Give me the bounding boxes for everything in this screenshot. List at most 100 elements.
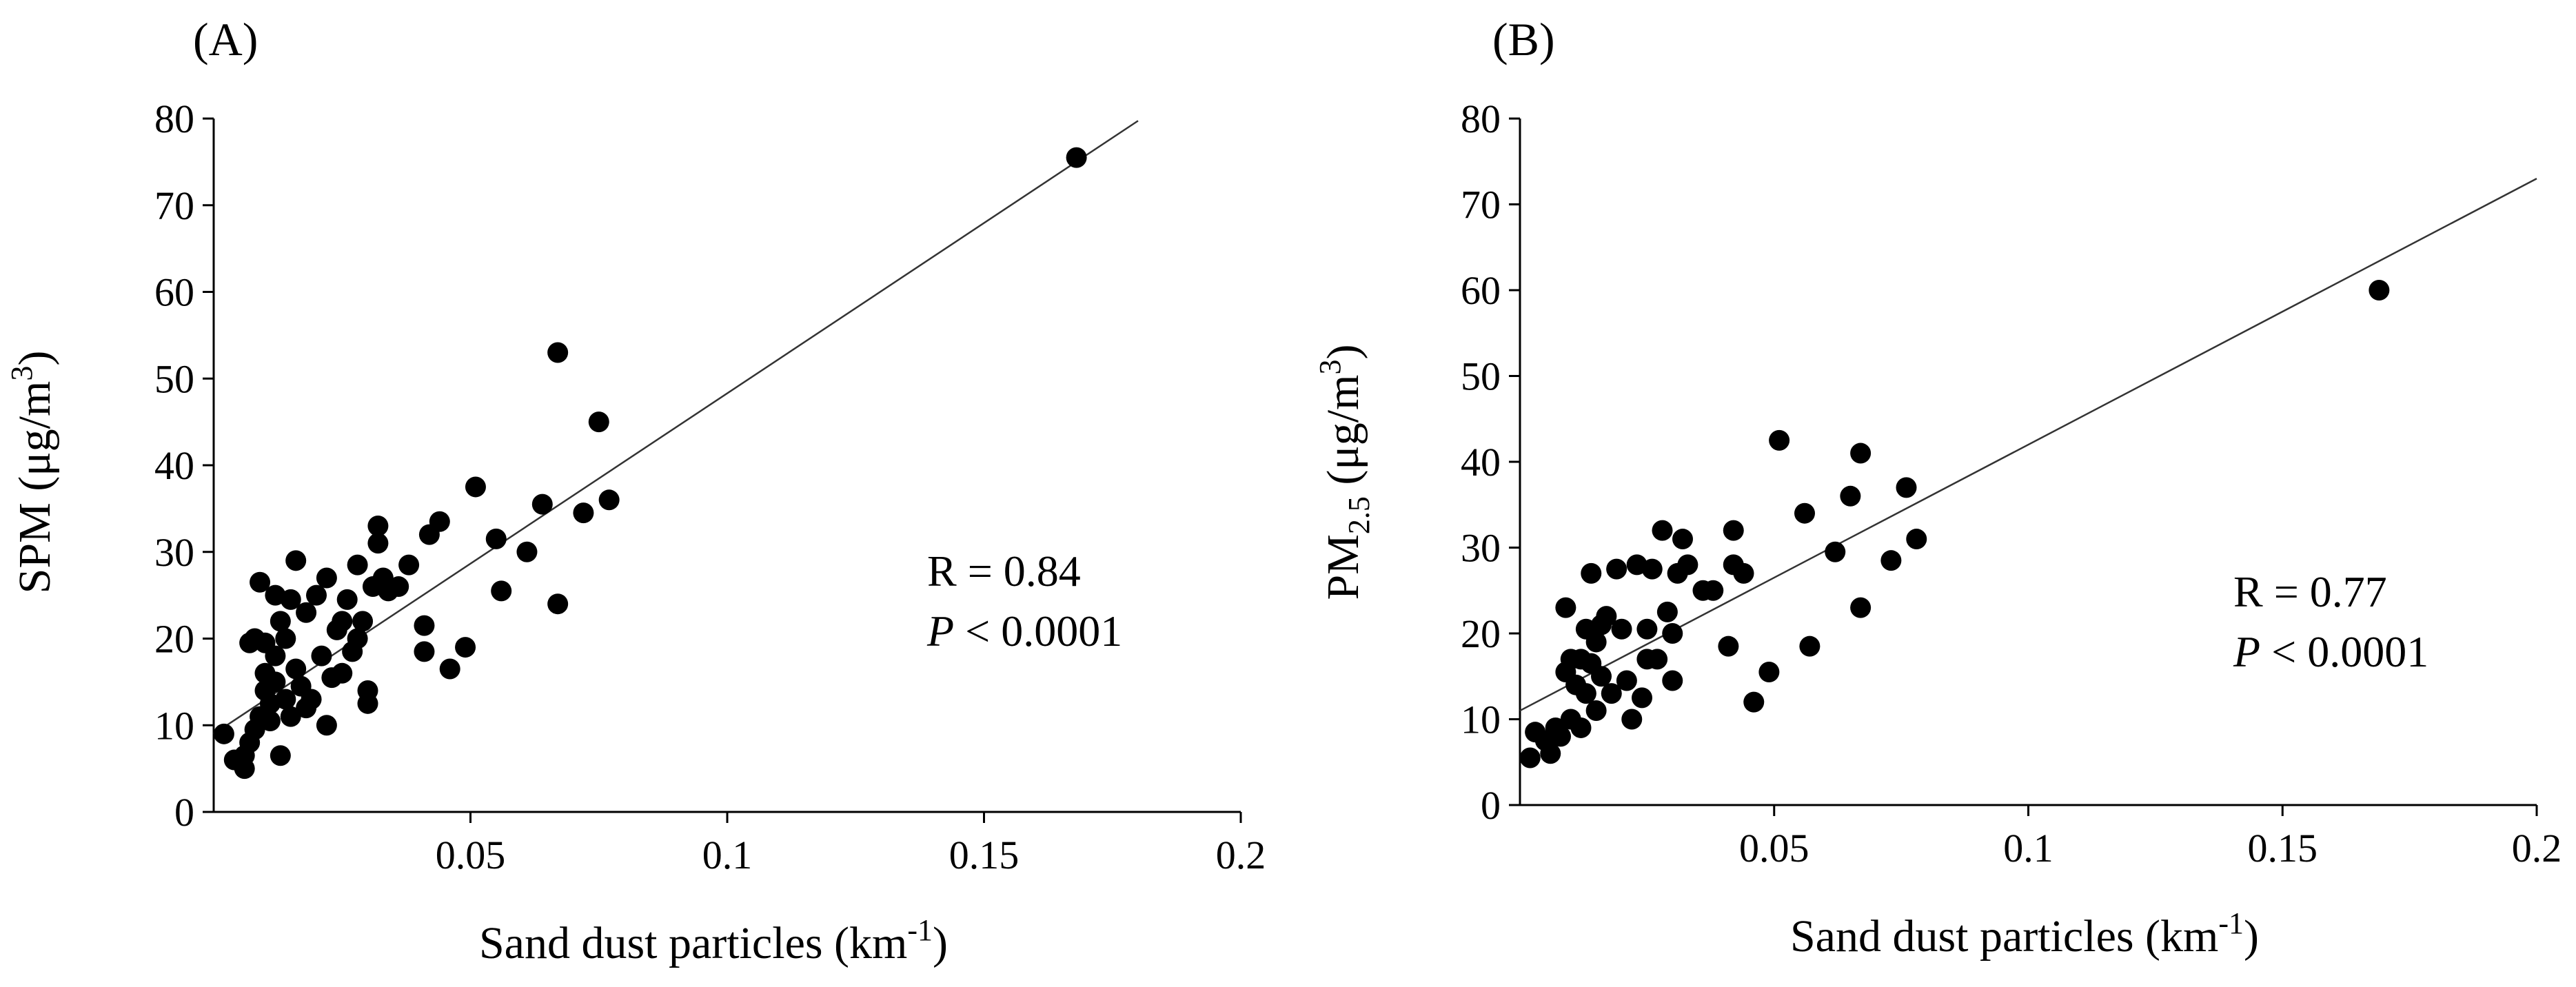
panel-a-data-point	[223, 749, 245, 771]
panel-a-data-point	[326, 619, 347, 640]
panel-a-data-point	[357, 693, 378, 714]
panel-a-y-tick-label: 80	[154, 96, 194, 141]
panel-b-data-point	[1606, 558, 1627, 580]
panel-a-regression-line	[213, 120, 1139, 735]
panel-b-ylabel-rest: (μg/m	[1318, 375, 1368, 497]
panel-b-data-point	[1799, 635, 1821, 657]
panel-a-data-point	[367, 516, 389, 537]
panel-a-data-point	[418, 524, 440, 545]
panel-a-ylabel-main: SPM (μg/m	[10, 381, 60, 594]
panel-b-data-point	[1718, 635, 1739, 657]
panel-a-data-point	[275, 628, 296, 649]
panel-a-plot-area: 0 10 20 30 40 50 60 70 80 0.05 0.1 0.15 0.2	[154, 96, 1266, 877]
panel-a-y-tick-label: 70	[154, 183, 194, 228]
panel-b-ylabel-end: )	[1318, 345, 1368, 360]
panel-b-y-tick-label: 0	[1481, 783, 1501, 828]
panel-a-data-point	[336, 589, 358, 610]
panel-b-y-tick-label: 10	[1461, 698, 1501, 742]
panel-a-data-point	[362, 576, 383, 598]
panel-a-data-point	[598, 489, 620, 511]
panel-a-p-value: P < 0.0001	[926, 607, 1122, 655]
panel-b-label: (B)	[1492, 13, 1555, 65]
panel-a-data-point	[239, 632, 261, 653]
panel-b-p-threshold: < 0.0001	[2260, 627, 2428, 676]
panel-b-y-tick-label: 30	[1461, 526, 1501, 571]
panel-a-data-point	[321, 667, 343, 689]
panel-a-y-axis-title: SPM (μg/m3)	[5, 351, 60, 594]
panel-b-data-point	[1652, 520, 1673, 541]
panel-a-p-symbol: P	[926, 607, 954, 655]
panel-a-x-tick-label: 0.1	[702, 833, 753, 877]
panel-a-data-point	[455, 637, 476, 658]
panel-a-data-point	[213, 723, 234, 744]
panel-b-x-axis-title: Sand dust particles (km-1)	[1790, 906, 2259, 961]
panel-b-y-tick-label: 70	[1461, 183, 1501, 227]
panel-a-data-point	[516, 541, 538, 562]
panel-b-ylabel-sup: 3	[1313, 360, 1347, 375]
panel-a-data-point	[465, 476, 486, 498]
panel-a-xlabel-sup: -1	[907, 913, 933, 947]
panel-b-data-point	[1632, 687, 1652, 709]
panel-a-data-point	[531, 494, 553, 515]
panel-b-y-tick-label: 50	[1461, 354, 1501, 399]
panel-a-xlabel-end: )	[933, 918, 948, 968]
panel-b-p-value: P < 0.0001	[2233, 627, 2428, 676]
panel-b-data-point	[1626, 554, 1647, 576]
panel-b-data-point	[1723, 520, 1744, 541]
panel-b-data-point	[1575, 618, 1596, 640]
panel-a-data-point	[547, 593, 569, 615]
panel-b-data-point	[1850, 597, 1872, 618]
panel-b-data-point	[1662, 670, 1683, 691]
panel-b-r-value: R = 0.77	[2233, 567, 2387, 616]
panel-b-data-point	[1825, 541, 1846, 562]
panel-b-xlabel-main: Sand dust particles (km	[1790, 911, 2218, 961]
panel-b-data-point	[1555, 662, 1576, 683]
panel-b-ylabel-sub: 2.5	[1342, 496, 1376, 534]
panel-a-data-point	[316, 715, 337, 736]
panel-a-data-point	[265, 584, 286, 606]
panel-b-data-point	[1656, 601, 1678, 622]
panel-a-r-value: R = 0.84	[927, 547, 1081, 596]
panel-b-data-point	[1850, 442, 1872, 464]
panel-b-x-tick-label: 0.1	[2003, 826, 2053, 871]
panel-b-y-tick-label: 20	[1461, 611, 1501, 656]
panel-b-p-symbol: P	[2233, 627, 2260, 676]
panel-a-data-point	[285, 658, 307, 680]
panel-a-data-point	[311, 645, 332, 667]
panel-b-y-tick-label: 60	[1461, 268, 1501, 313]
panel-a-x-tick-label: 0.05	[436, 833, 506, 877]
panel-b-data-point	[1519, 747, 1541, 769]
panel-a-data-point	[296, 602, 317, 623]
panel-b-data-point	[1621, 709, 1643, 730]
panel-a-y-tick-label: 60	[154, 270, 194, 315]
panel-a-label: (A)	[193, 13, 258, 65]
panel-b-data-point	[1667, 562, 1688, 584]
panel-a-data-point	[439, 658, 460, 680]
panel-b-chart: (B) 0 10 20 30 40 50 60 70 80 0.05 0.1 0.15 0.2 R = …	[1313, 13, 2562, 961]
panel-a-data-point	[367, 533, 389, 554]
panel-a-data-point	[270, 611, 291, 632]
panel-b-plot-area: 0 10 20 30 40 50 60 70 80 0.05 0.1 0.15 0.2	[1461, 96, 2562, 871]
panel-a-data-point	[588, 411, 609, 433]
panel-a-data-point	[414, 641, 435, 662]
panel-b-data-point	[1662, 623, 1683, 644]
panel-a-x-axis-title: Sand dust particles (km-1)	[479, 913, 948, 968]
panel-b-xlabel-sup: -1	[2218, 906, 2244, 940]
panel-a-data-point	[254, 680, 276, 701]
panel-a-data-point	[398, 554, 420, 576]
panel-b-data-point	[1769, 429, 1790, 451]
panel-a-x-tick-label: 0.15	[949, 833, 1020, 877]
panel-a-data-point	[285, 550, 307, 571]
panel-b-data-point	[1840, 485, 1861, 507]
panel-b-data-point	[1636, 618, 1658, 640]
panel-a-data-point	[280, 706, 301, 727]
panel-b-y-tick-label: 40	[1461, 440, 1501, 485]
panel-b-y-axis-title: PM2.5 (μg/m3)	[1313, 345, 1376, 600]
panel-b-data-point	[1758, 662, 1780, 683]
panel-a-x-tick-label: 0.2	[1216, 833, 1266, 877]
panel-b-data-point	[1896, 477, 1917, 498]
panel-b-data-point	[1616, 670, 1637, 691]
panel-a-data-point	[347, 554, 368, 576]
panel-b-data-point	[1611, 618, 1632, 640]
